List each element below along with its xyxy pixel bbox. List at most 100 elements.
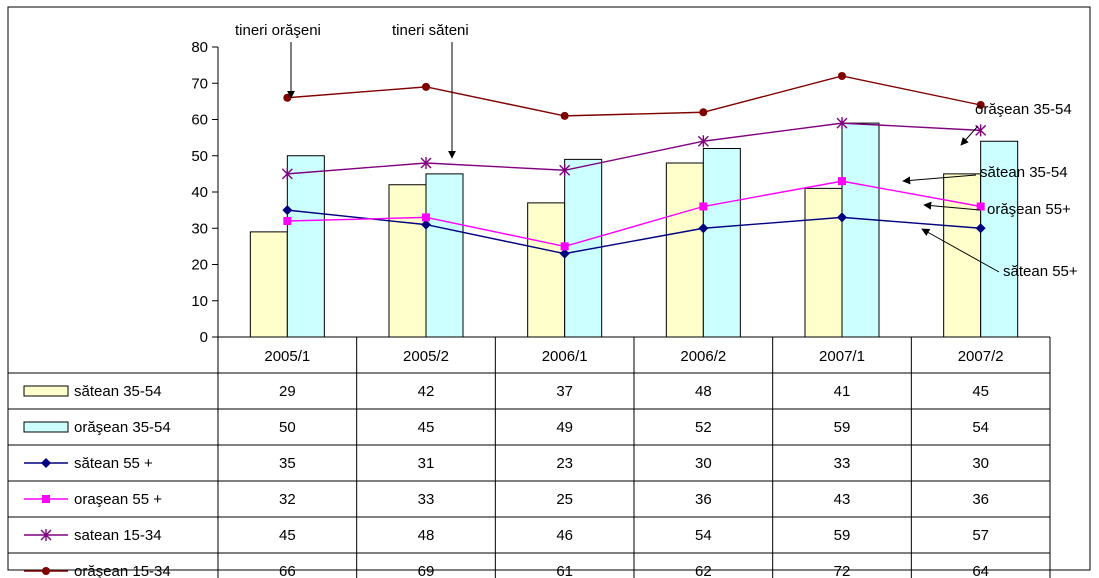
data-point	[976, 101, 985, 109]
bar	[980, 140, 1019, 338]
data-table: 2005/1 2005/2 2006/1 2006/2 2007/1 2007/2 săte…	[8, 336, 1051, 578]
data-point	[560, 111, 569, 120]
table-cell-value: 66	[279, 563, 296, 578]
table-cell-value: 33	[418, 491, 435, 508]
data-point	[282, 205, 293, 216]
data-point	[281, 167, 293, 180]
table-cell-value: 45	[279, 527, 296, 544]
x-tick-label: 2005/2	[403, 348, 449, 365]
table-cell-value: 54	[695, 527, 712, 544]
data-point	[836, 117, 848, 130]
legend-marker	[40, 529, 52, 541]
table-cell-value: 36	[972, 491, 989, 508]
table-cell-value: 23	[556, 455, 573, 472]
table-cell-value: 30	[695, 455, 712, 472]
table-cell-value: 49	[556, 419, 573, 436]
table-cell-value: 59	[834, 527, 851, 544]
y-tick-label: 40	[191, 184, 208, 201]
data-point	[559, 248, 570, 259]
bar	[943, 173, 982, 338]
y-tick-label: 20	[191, 257, 208, 274]
x-tick-label: 2005/1	[264, 348, 310, 365]
legend-label: sătean 35-54	[74, 383, 162, 400]
data-point	[837, 212, 847, 223]
table-cell-value: 42	[418, 383, 435, 400]
annotation-label: sătean 35-54	[980, 164, 1068, 181]
bar	[702, 148, 741, 338]
data-point	[422, 213, 430, 222]
annotation-label: orăşean 35-54	[975, 101, 1072, 118]
y-tick-label: 0	[200, 329, 208, 346]
bar	[804, 187, 843, 338]
y-tick-label: 60	[191, 112, 208, 129]
table-cell-value: 64	[972, 563, 989, 578]
data-point	[559, 164, 571, 177]
table-cell-value: 69	[418, 563, 435, 578]
x-tick-label: 2006/2	[680, 348, 726, 365]
legend-marker	[42, 567, 50, 575]
table-cell-value: 30	[972, 455, 989, 472]
legend-marker	[42, 495, 50, 503]
table-cell-value: 57	[972, 527, 989, 544]
y-tick-label: 80	[191, 39, 208, 56]
data-point	[838, 72, 846, 80]
x-tick-label: 2006/1	[542, 348, 588, 365]
table-cell-value: 45	[418, 419, 435, 436]
data-point	[697, 135, 709, 148]
annotation-label: sătean 55+	[1003, 263, 1078, 280]
annotation-arrow	[921, 228, 1000, 273]
table-cell-value: 50	[279, 419, 296, 436]
annotation-label: orăşean 55+	[987, 201, 1071, 218]
table-cell-value: 45	[972, 383, 989, 400]
series-line	[287, 209, 981, 255]
bars	[249, 122, 1019, 338]
series-line	[287, 122, 981, 175]
table-cell-value: 37	[556, 383, 573, 400]
table-cell-value: 36	[695, 491, 712, 508]
data-point	[283, 217, 292, 225]
legend-label: satean 15-34	[74, 527, 162, 544]
data-point	[698, 223, 709, 234]
legend-marker	[41, 458, 51, 468]
table-cell-value: 25	[556, 491, 573, 508]
annotations: tineri orăşeni tineri săteni orăşean 35-54…	[235, 22, 1078, 280]
table-cell-value: 72	[834, 563, 851, 578]
y-tick-label: 70	[191, 75, 208, 92]
data-point	[699, 202, 708, 211]
annotation-arrow	[902, 174, 977, 185]
table-cell-value: 43	[834, 491, 851, 508]
table-cell-value: 41	[834, 383, 851, 400]
table-cell-value: 61	[556, 563, 573, 578]
bar	[388, 184, 427, 338]
x-tick-label: 2007/1	[819, 348, 865, 365]
y-tick-label: 10	[191, 293, 208, 310]
table-cell-value: 33	[834, 455, 851, 472]
annotation-label: tineri orăşeni	[235, 22, 321, 39]
x-tick-label: 2007/2	[958, 348, 1004, 365]
legend-label: oraşean 55 +	[74, 491, 162, 508]
annotation-arrow	[923, 201, 981, 211]
table-cell-value: 31	[418, 455, 435, 472]
series-line	[287, 180, 981, 248]
y-axis: 0 10 20 30 40 50 60 70 80	[191, 39, 219, 346]
bar	[286, 155, 325, 338]
table-cell-value: 52	[695, 419, 712, 436]
data-point	[560, 242, 569, 251]
bar	[527, 202, 566, 338]
annotation-label: tineri săteni	[392, 22, 469, 39]
data-point	[421, 219, 431, 230]
table-cell-value: 54	[972, 419, 989, 436]
data-point	[699, 108, 708, 117]
bar	[841, 122, 880, 338]
annotation-arrow	[960, 125, 979, 146]
bar	[665, 162, 704, 338]
table-cell-value: 46	[556, 527, 573, 544]
legend-label: sătean 55 +	[74, 455, 153, 472]
data-point	[976, 202, 985, 211]
lines	[281, 72, 987, 259]
data-point	[975, 223, 986, 234]
table-cell-value: 62	[695, 563, 712, 578]
table-cell-value: 59	[834, 419, 851, 436]
y-tick-label: 50	[191, 148, 208, 165]
